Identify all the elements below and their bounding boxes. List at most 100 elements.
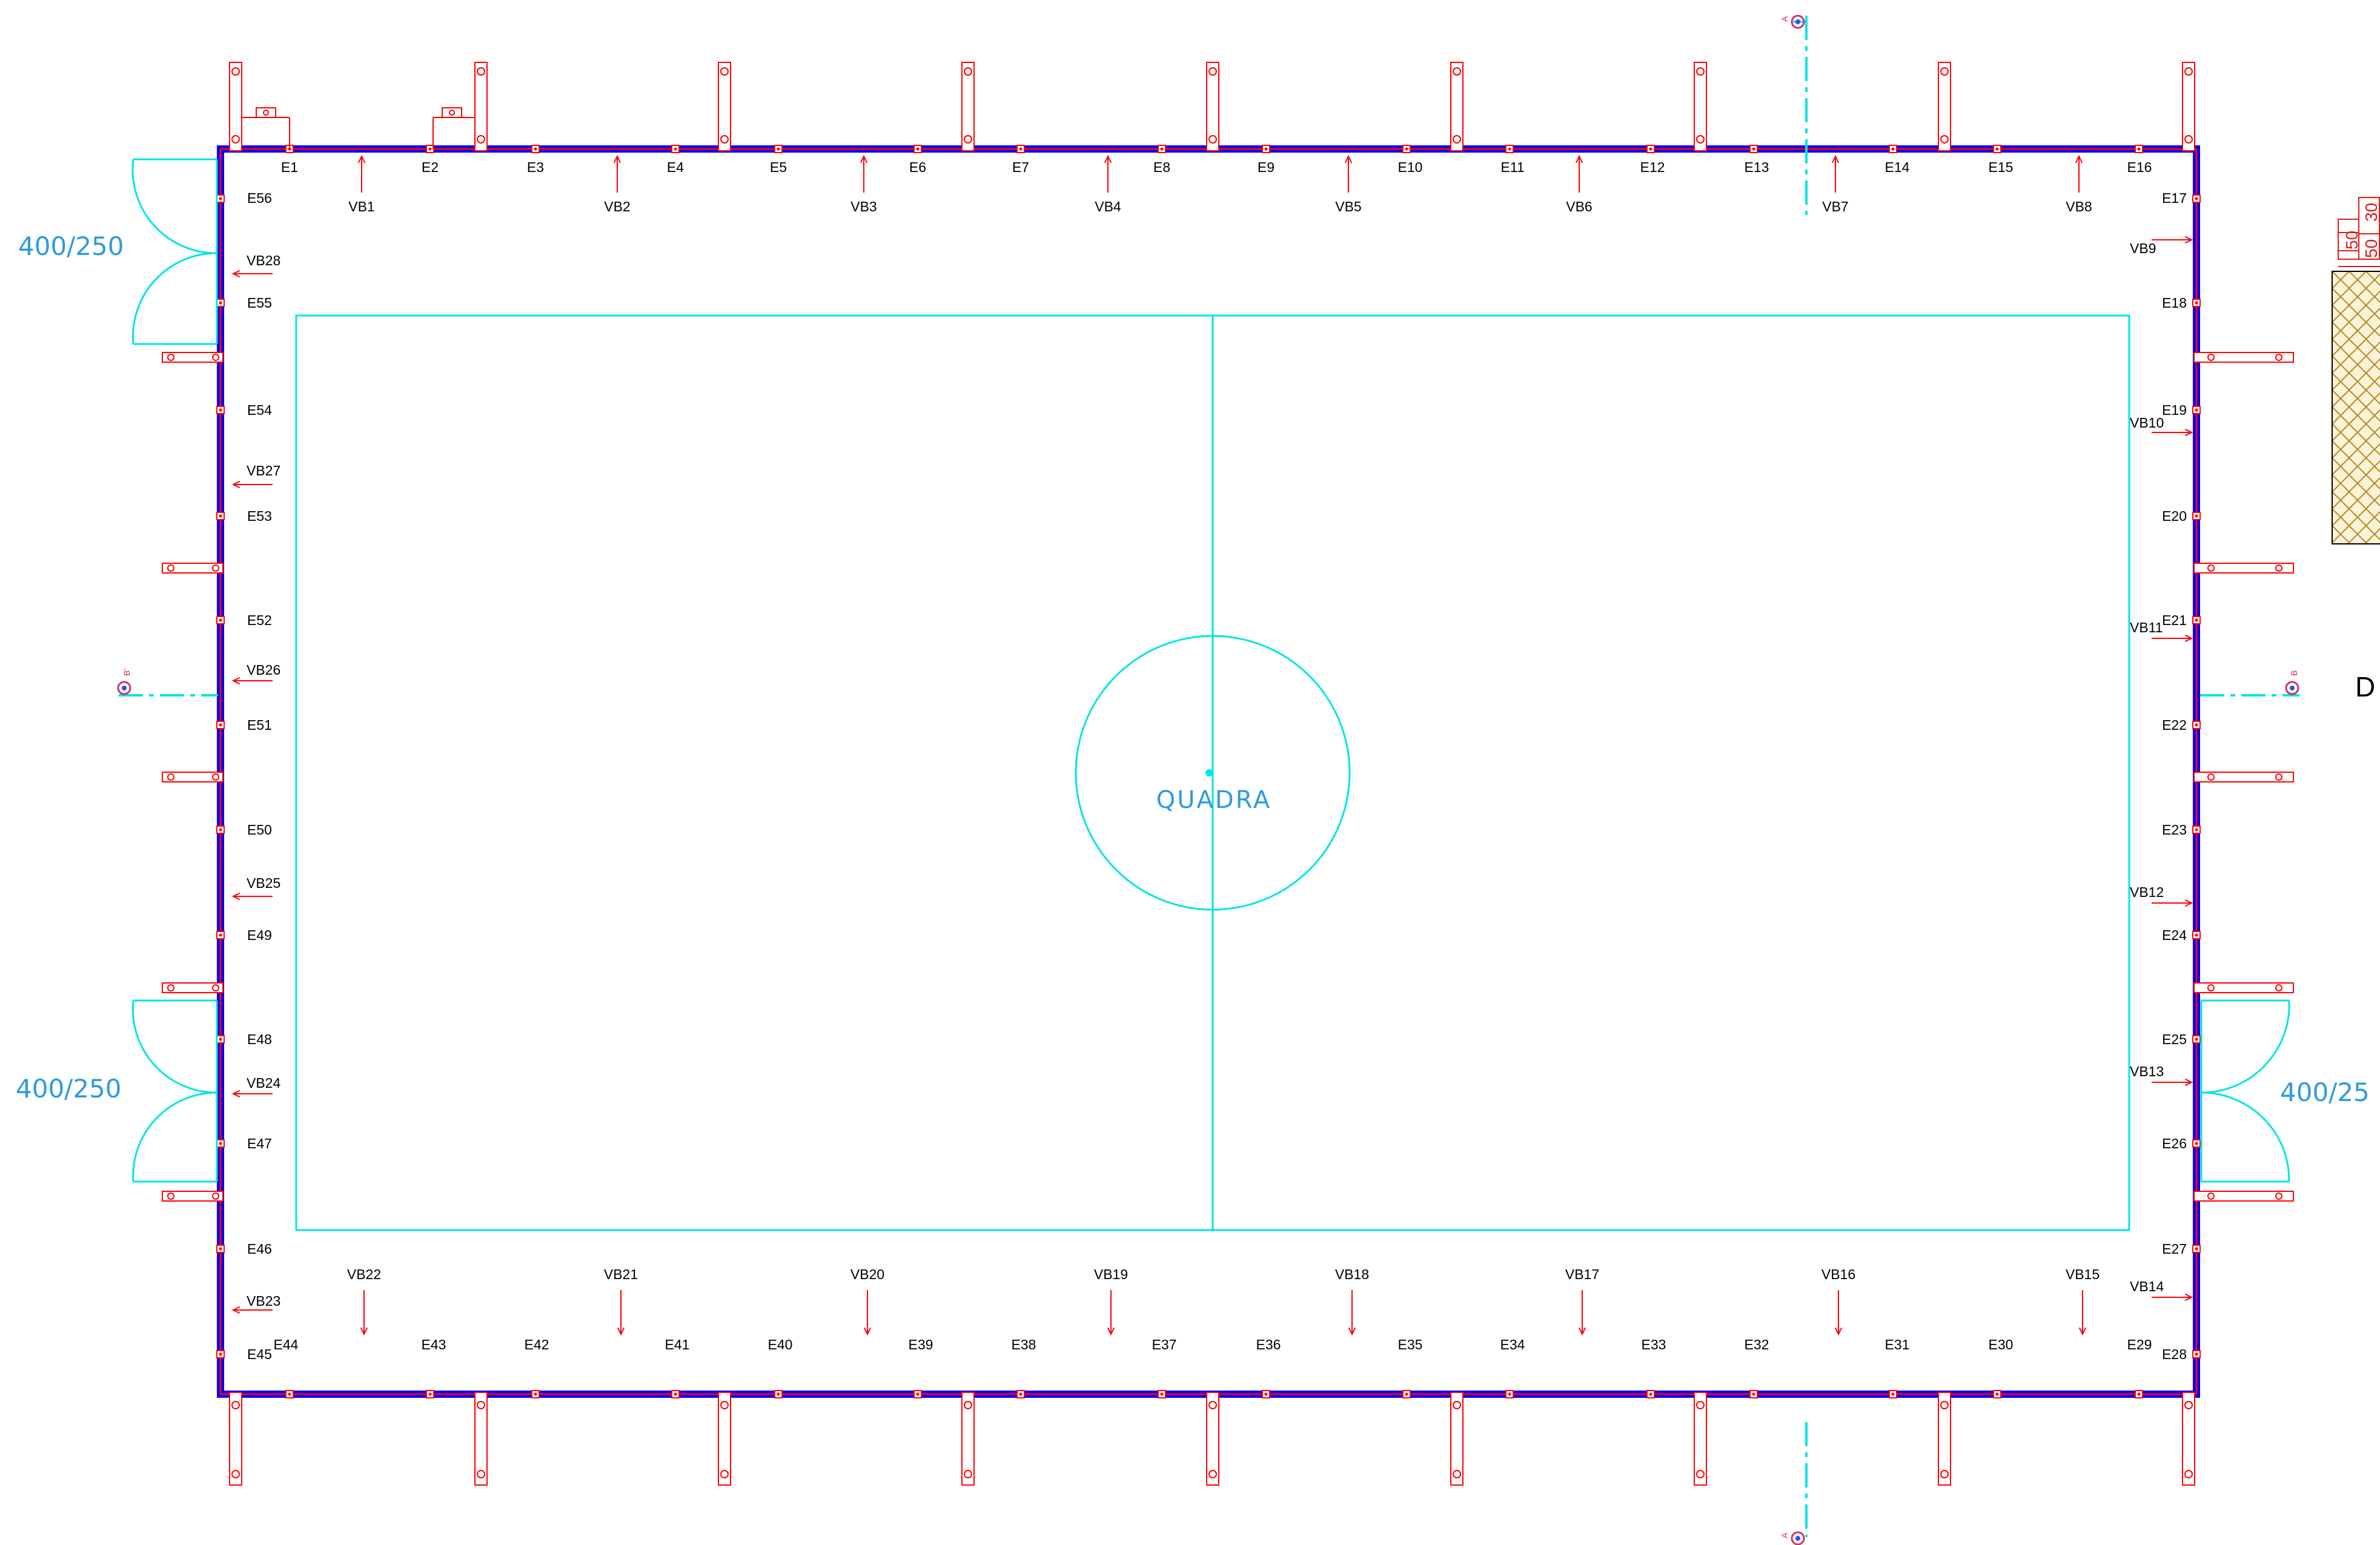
label-vb10: VB10 — [2130, 415, 2164, 431]
pillar-top-3 — [718, 62, 731, 151]
wall-post-right-6 — [2193, 721, 2200, 729]
label-e31: E31 — [1885, 1337, 1910, 1352]
label-e44: E44 — [274, 1337, 299, 1352]
label-vb19: VB19 — [1094, 1266, 1128, 1282]
label-e28: E28 — [2162, 1346, 2187, 1362]
wall-post-left-9 — [217, 1036, 224, 1043]
pillar-bottom-1 — [230, 1392, 242, 1485]
label-vb7: VB7 — [1822, 199, 1848, 214]
label-e33: E33 — [1642, 1337, 1666, 1352]
beam-arrow-top-8 — [2076, 156, 2082, 193]
wall-post-top-11 — [1506, 145, 1513, 153]
label-e18: E18 — [2162, 295, 2187, 311]
wall-post-left-10 — [217, 1140, 224, 1147]
label-e15: E15 — [1989, 159, 2014, 175]
wall-post-left-5 — [217, 617, 224, 624]
side-letter: D — [2355, 671, 2375, 703]
label-e8: E8 — [1153, 159, 1170, 175]
wall-post-left-2 — [217, 299, 224, 306]
label-e53: E53 — [247, 508, 272, 524]
wall-post-bottom-9 — [1262, 1391, 1270, 1398]
label-vb16: VB16 — [1821, 1266, 1855, 1282]
label-e47: E47 — [247, 1136, 272, 1151]
wall-post-right-12 — [2193, 1351, 2200, 1358]
label-vb1: VB1 — [348, 199, 374, 214]
pillar-left-5 — [162, 1191, 223, 1201]
pillar-bottom-6 — [1451, 1392, 1463, 1485]
label-e35: E35 — [1398, 1337, 1423, 1352]
label-vb11: VB11 — [2130, 620, 2163, 635]
label-e52: E52 — [247, 612, 272, 628]
label-e25: E25 — [2162, 1031, 2187, 1047]
wall-post-right-3 — [2193, 406, 2200, 414]
beam-arrow-right-6 — [2152, 1294, 2192, 1300]
door-top-left — [133, 159, 217, 344]
beam-arrow-right-3 — [2152, 635, 2192, 641]
beam-arrow-left-5 — [233, 481, 273, 488]
pillar-top-4 — [962, 62, 974, 151]
pillar-bottom-3 — [718, 1392, 731, 1485]
wall-post-bottom-6 — [914, 1391, 921, 1398]
wall-post-left-12 — [217, 1351, 224, 1358]
label-e39: E39 — [909, 1337, 933, 1352]
label-e11: E11 — [1500, 159, 1524, 175]
label-e24: E24 — [2162, 927, 2187, 943]
label-e14: E14 — [1885, 159, 1910, 175]
beam-arrow-left-4 — [233, 678, 273, 684]
wall-post-right-1 — [2193, 195, 2200, 202]
section-cut-right: B — [2200, 670, 2299, 695]
pillar-bottom-7 — [1694, 1392, 1706, 1485]
wall-post-bottom-3 — [532, 1391, 539, 1398]
door-dimension-bottom-left: 400/250 — [16, 1074, 121, 1103]
label-e54: E54 — [247, 402, 272, 418]
wall-post-bottom-2 — [426, 1391, 434, 1398]
wall-post-top-4 — [672, 145, 679, 153]
wall-post-top-9 — [1262, 145, 1270, 153]
beam-arrow-bottom-1 — [2080, 1290, 2086, 1334]
wall-post-top-14 — [1889, 145, 1897, 153]
wall-post-bottom-13 — [1750, 1391, 1757, 1398]
pillar-left-2 — [162, 563, 223, 573]
wall-post-left-8 — [217, 931, 224, 939]
label-e30: E30 — [1989, 1337, 2014, 1352]
wall-post-right-4 — [2193, 512, 2200, 520]
beam-arrow-bottom-7 — [618, 1290, 624, 1334]
label-e40: E40 — [768, 1337, 793, 1352]
section-cut-bottom: A — [1780, 1422, 1806, 1544]
wall-post-top-15 — [1994, 145, 2001, 153]
pillar-bottom-9 — [2183, 1392, 2195, 1485]
beam-arrow-right-5 — [2152, 1079, 2192, 1085]
labels-group: E1 E2 E3 E4 E5 E6 E7 E8 E9 E10 E11 E12 E13 E14 E15 E16 V… — [247, 159, 2187, 1362]
beam-arrow-top-4 — [1105, 156, 1111, 193]
label-e13: E13 — [1745, 159, 1769, 175]
wall-post-bottom-11 — [1506, 1391, 1513, 1398]
wall-post-left-3 — [217, 406, 224, 414]
label-e34: E34 — [1500, 1337, 1525, 1352]
label-vb3: VB3 — [850, 199, 877, 214]
label-vb28: VB28 — [247, 253, 280, 268]
label-e6: E6 — [909, 159, 926, 175]
door-dimension-right: 400/25 — [2280, 1077, 2370, 1107]
wall-post-top-12 — [1647, 145, 1654, 153]
label-e56: E56 — [247, 190, 272, 206]
beam-arrow-bottom-2 — [1835, 1290, 1841, 1334]
beam-arrow-left-2 — [233, 1091, 273, 1097]
label-e51: E51 — [247, 717, 272, 733]
pillar-right-1 — [2194, 352, 2293, 362]
label-e50: E50 — [247, 822, 272, 838]
label-e27: E27 — [2162, 1241, 2187, 1257]
beam-arrow-bottom-8 — [361, 1290, 367, 1334]
wall-post-left-4 — [217, 512, 224, 520]
label-e48: E48 — [247, 1031, 272, 1047]
beam-arrow-top-5 — [1345, 156, 1351, 193]
label-vb20: VB20 — [850, 1266, 884, 1282]
wall-post-top-8 — [1158, 145, 1165, 153]
beam-arrow-top-6 — [1576, 156, 1582, 193]
label-vb17: VB17 — [1565, 1266, 1599, 1282]
label-e3: E3 — [527, 159, 544, 175]
label-e22: E22 — [2162, 717, 2187, 733]
wall-post-right-5 — [2193, 617, 2200, 624]
pillar-bottom-2 — [475, 1392, 487, 1485]
wall-post-bottom-15 — [1994, 1391, 2001, 1398]
